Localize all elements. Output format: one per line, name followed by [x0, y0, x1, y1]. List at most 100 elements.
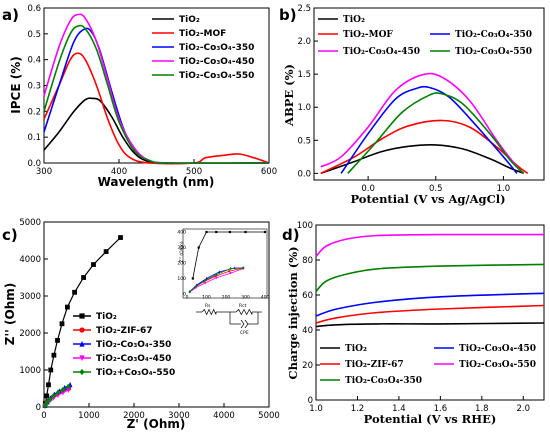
series-line: [43, 52, 270, 165]
legend-label: TiO₂: [96, 312, 117, 322]
data-point-square: [263, 230, 267, 234]
y-tick-label: 80: [302, 256, 313, 266]
y-tick-label: 0.0: [27, 159, 41, 169]
data-point-square: [65, 304, 70, 310]
y-tick-label: 100: [297, 221, 313, 231]
panel-a: a) Wavelength (nm) IPCE (%) 300 400 500 600…: [2, 4, 277, 189]
x-tick-label: 0.5: [429, 184, 443, 194]
data-point-square: [55, 338, 60, 343]
panel-c: c) Z' (Ohm) Z'' (Ohm) 0 1000 2000 3000 4000 5…: [2, 218, 280, 431]
x-tick-label: 1.0: [309, 404, 323, 414]
data-point-diamond: [195, 284, 198, 288]
data-point-square: [191, 277, 194, 280]
legend-label: TiO₂-Co₃O₄-350: [455, 30, 532, 40]
y-tick-label: 4000: [19, 255, 41, 265]
panel-d-letter: d): [282, 226, 300, 244]
panel-b-series: [320, 72, 529, 175]
panel-a-letter: a): [2, 6, 19, 24]
inset-x-tick: 300: [241, 295, 250, 301]
inset-ylabel: Z'' (Ohm): [179, 241, 185, 263]
panel-d-ylabel: Charge injection (%): [286, 246, 300, 379]
panel-c-ticks: 0 1000 2000 3000 4000 50000100020003000400050…: [19, 218, 279, 421]
panel-b-legend: TiO₂ TiO₂-MOF TiO₂-Co₃O₄-350 TiO₂-Co₃O₄-450…: [318, 15, 532, 57]
data-point-square: [46, 382, 51, 388]
inset-x-tick: 400: [261, 295, 270, 301]
legend-label: TiO₂: [179, 15, 200, 25]
data-point-square: [59, 321, 65, 327]
series-line: [43, 97, 270, 164]
x-tick-label: 300: [36, 167, 52, 177]
y-tick-label: 60: [302, 291, 313, 301]
data-point-triangle: [218, 270, 221, 273]
x-tick-label: 1.2: [351, 404, 365, 414]
series-line: [315, 263, 545, 293]
y-tick-label: 0.2: [27, 107, 41, 117]
x-tick-label: 2.0: [517, 404, 531, 414]
circuit-label: Rs: [205, 303, 211, 309]
x-tick-label: 1000: [78, 411, 100, 421]
legend-label: TiO₂-Co₃O₄-550: [179, 71, 254, 81]
inset-y-tick: 200: [177, 261, 186, 267]
series-line: [315, 322, 545, 328]
series-line: [315, 292, 545, 317]
data-point-triangle-down: [204, 281, 207, 285]
data-point-square: [103, 249, 109, 254]
y-tick-label: 0.6: [27, 4, 41, 14]
series-line: [43, 13, 270, 164]
data-point-square: [79, 313, 85, 319]
panel-c-ylabel: Z'' (Ohm): [3, 283, 17, 345]
inset-y-tick: 100: [177, 276, 186, 282]
y-tick-label: 0.5: [297, 136, 311, 146]
y-tick-label: 20: [302, 361, 313, 371]
y-tick-label: 0: [308, 396, 313, 406]
y-tick-label: 2000: [19, 329, 41, 339]
legend-label: TiO₂-MOF: [343, 30, 393, 40]
inset-series: [188, 230, 267, 294]
data-point-triangle: [205, 276, 208, 280]
y-tick-label: 40: [302, 326, 313, 336]
x-tick-label: 1.4: [392, 404, 406, 414]
x-tick-label: 4000: [213, 411, 235, 421]
series-line: [340, 85, 518, 174]
x-tick-label: 1.6: [434, 404, 448, 414]
panel-c-letter: c): [2, 226, 18, 244]
y-tick-label: 0.3: [27, 82, 41, 92]
panel-b-ylabel: ABPE (%): [282, 64, 296, 127]
inset-x-tick: 200: [222, 295, 231, 301]
data-point-diamond: [44, 399, 50, 406]
data-point-diamond: [79, 368, 85, 376]
x-tick-label: 0: [41, 411, 46, 421]
legend-label: TiO₂-Co₃O₄-550: [459, 360, 536, 370]
data-point-diamond: [47, 396, 53, 403]
y-tick-label: 1000: [19, 366, 41, 376]
legend-label: TiO₂-Co₃O₄-550: [455, 47, 532, 57]
y-tick-label: 0: [36, 403, 41, 413]
data-point-square: [215, 230, 218, 234]
panel-d-legend: TiO₂ TiO₂-ZIF-67 TiO₂-Co₃O₄-350 TiO₂-Co₃O₄-…: [320, 344, 536, 386]
panel-c-series: [42, 235, 123, 409]
data-point-square: [81, 275, 86, 280]
data-point-circle: [79, 327, 85, 333]
data-point-diamond: [51, 393, 56, 399]
panel-b: b) Potential (V vs Ag/AgCl) ABPE (%) 0.0…: [279, 4, 545, 206]
series-line: [320, 72, 525, 174]
panel-a-ticks: 300 400 500 600 0.0 0.1 0.2 0.3 0.4 0.5 0.6: [27, 4, 277, 177]
circuit-label: CPE: [240, 330, 249, 336]
resistor-rs: [201, 308, 217, 316]
data-point-square: [228, 230, 231, 234]
x-tick-label: 5000: [258, 411, 280, 421]
x-tick-label: 400: [111, 167, 127, 177]
panel-b-letter: b): [279, 6, 297, 24]
x-tick-label: 0.0: [361, 184, 375, 194]
data-point-diamond: [55, 389, 61, 396]
panel-c-frame: [43, 221, 270, 408]
inset-x-tick: 100: [202, 295, 211, 301]
y-tick-label: 2.0: [297, 37, 311, 47]
panel-a-xlabel: Wavelength (nm): [98, 175, 215, 189]
data-point-diamond: [215, 272, 218, 277]
inset-frame: [182, 228, 268, 299]
legend-label: TiO₂: [343, 15, 365, 25]
